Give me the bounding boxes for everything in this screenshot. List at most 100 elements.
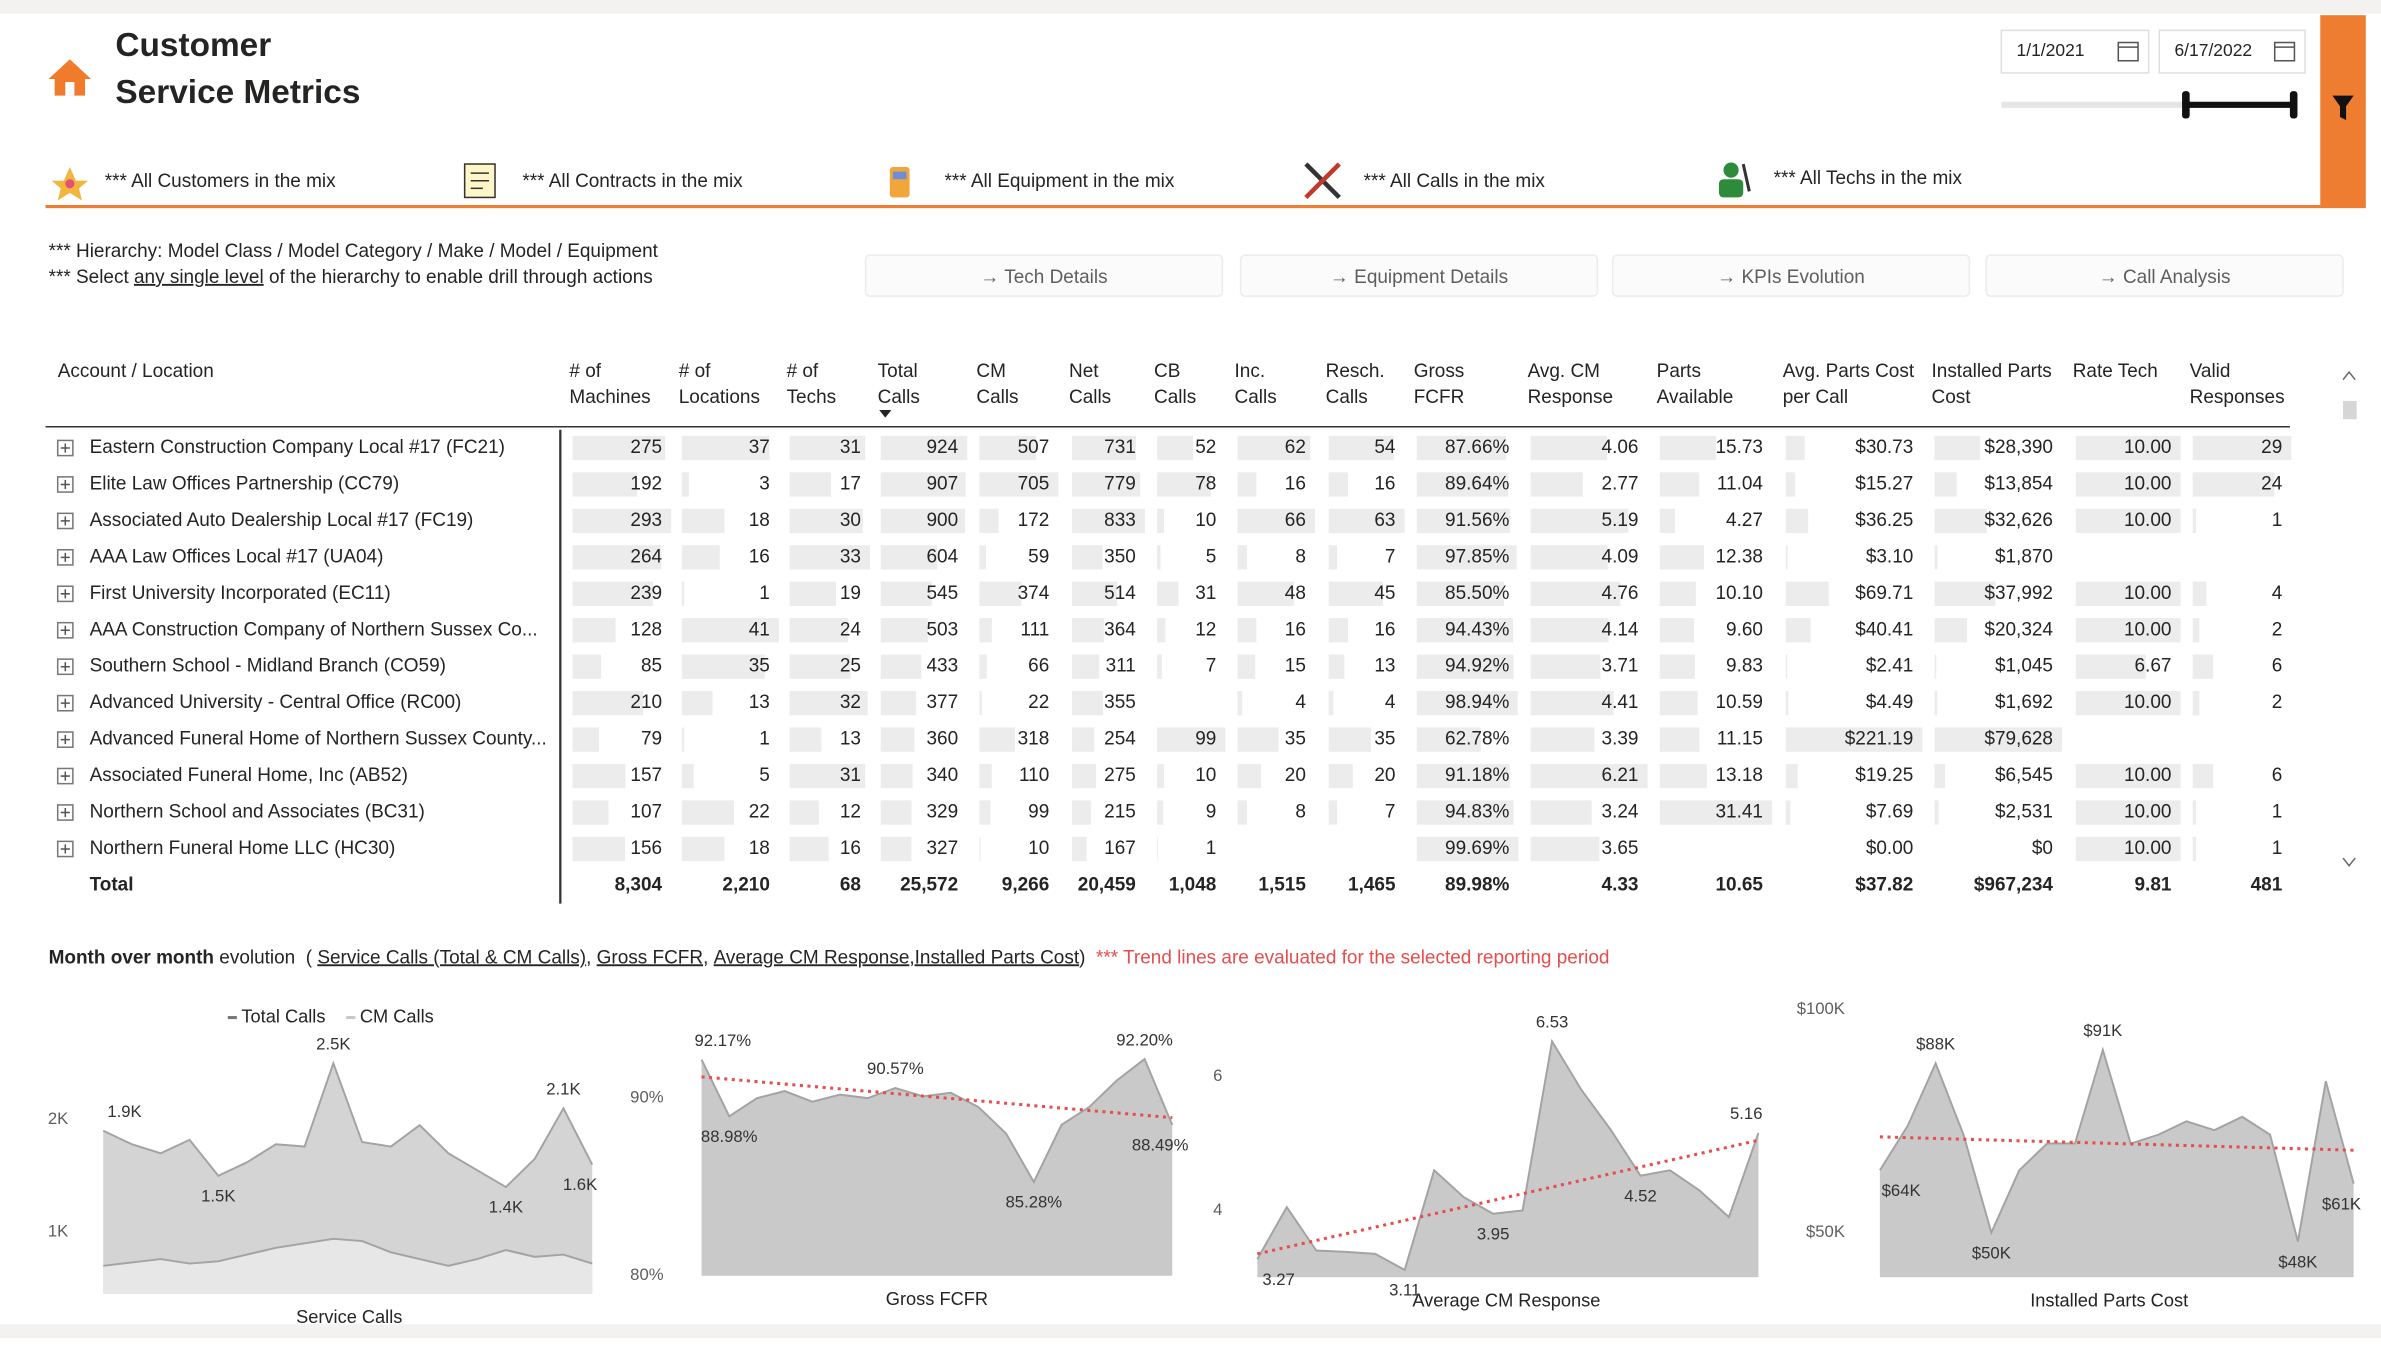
column-header[interactable]: Calls [976,387,1018,408]
cell-value: 10.00 [2124,765,2171,786]
expand-plus[interactable] [60,698,70,708]
expand-plus[interactable] [60,479,70,490]
cell-value: 66 [1028,656,1049,677]
column-header[interactable]: Resch. [1326,361,1385,382]
filter-label[interactable]: *** All Customers in the mix [105,171,336,192]
data-bar [2075,581,2181,606]
filter-label[interactable]: *** All Techs in the mix [1774,168,1963,189]
column-header[interactable]: Calls [1326,387,1368,408]
nav-button-label[interactable]: → Equipment Details [1330,267,1508,288]
expand-plus[interactable] [60,807,70,818]
column-header[interactable]: Avg. CM [1528,361,1600,382]
expand-plus[interactable] [60,552,70,562]
cell-value: 10.00 [2124,838,2171,859]
column-header[interactable]: Avg. Parts Cost [1783,361,1915,382]
cell-value: 3.24 [1602,802,1639,823]
date-start[interactable]: 1/1/2021 [2017,40,2085,60]
sort-indicator[interactable] [879,410,892,418]
data-bar [789,545,871,570]
column-header[interactable]: Gross [1414,361,1465,382]
column-header[interactable]: FCFR [1414,387,1465,408]
column-header[interactable]: Net [1069,361,1099,382]
date-picker[interactable]: 1/1/2021 6/17/2022 [2000,29,2306,74]
link-text[interactable]: Gross FCFR [597,947,703,968]
data-bar [1785,508,1809,534]
cell-value: 91.56% [1445,510,1509,531]
expand-plus[interactable] [60,516,70,526]
calendar-icon[interactable] [2117,41,2139,62]
data-bar [1934,763,1946,789]
area [103,1238,593,1294]
link-text[interactable]: Service Calls (Total & CM Calls) [317,947,586,968]
column-header[interactable]: Responses [2190,387,2285,408]
data-label: $50K [1972,1243,2011,1262]
column-header[interactable]: Parts [1657,361,1701,382]
calendar-icon[interactable] [2273,41,2296,62]
scrollbar[interactable] [2342,370,2357,867]
expand-plus[interactable] [60,589,70,599]
expand-plus[interactable] [60,844,70,854]
date-end[interactable]: 6/17/2022 [2174,40,2252,60]
column-header[interactable]: CB [1154,361,1180,382]
cell-value: 20 [1285,765,1306,786]
column-header[interactable]: Response [1528,387,1613,408]
data-bar [1934,545,1938,570]
column-header[interactable]: Calls [1235,387,1277,408]
nav-button[interactable] [1239,254,1599,297]
nav-button[interactable] [1985,254,2344,297]
column-header[interactable]: Techs [787,387,837,408]
cell-value: 15 [1285,656,1306,677]
column-header[interactable]: # of [787,361,819,382]
nav-button-label[interactable]: → KPIs Evolution [1717,267,1865,288]
filter-label[interactable]: *** All Calls in the mix [1364,171,1546,192]
filter-label[interactable]: *** All Contracts in the mix [522,171,743,192]
legend-label[interactable]: Total Calls [241,1006,325,1026]
date-box[interactable] [2000,29,2150,74]
filter-icon[interactable] [2332,95,2354,120]
filter-label[interactable]: *** All Equipment in the mix [945,171,1175,192]
column-header[interactable]: Available [1657,387,1734,408]
expand-plus[interactable] [60,625,70,635]
column-header[interactable]: # of [679,361,711,382]
x-axis-title: Service Calls [296,1307,402,1327]
column-header[interactable]: Valid [2190,361,2231,382]
column-header[interactable]: Rate Tech [2073,361,2158,382]
cell-value: $6,545 [1995,765,2053,786]
column-header[interactable]: # of [569,361,601,382]
date-box[interactable] [2158,29,2306,74]
column-header[interactable]: Locations [679,387,760,408]
cell-value: 167 [1104,838,1136,859]
column-header[interactable]: Inc. [1235,361,1266,382]
column-header[interactable]: Calls [1069,387,1111,408]
nav-button[interactable] [864,254,1224,297]
column-header[interactable]: per Call [1783,387,1848,408]
expand-plus[interactable] [60,443,70,453]
data-bar [2075,472,2181,497]
link-text[interactable]: Average CM Response [714,947,910,968]
column-header[interactable]: CM [976,361,1005,382]
nav-button-label[interactable]: → Tech Details [980,267,1107,288]
data-label: 3.27 [1262,1270,1294,1289]
link-text[interactable]: Installed Parts Cost [915,947,1080,968]
text-segment: of the hierarchy to enable drill through… [264,267,653,288]
cell-value: 833 [1104,510,1136,531]
column-header[interactable]: Cost [1932,387,1972,408]
column-header[interactable]: Machines [569,387,650,408]
expand-plus[interactable] [60,735,70,745]
nav-button-label[interactable]: → Call Analysis [2099,267,2231,288]
data-bar [1072,508,1145,534]
column-header[interactable]: Calls [878,387,920,408]
data-label: 2.5K [316,1034,350,1053]
nav-button[interactable] [1611,254,1971,297]
link-text[interactable]: , [909,947,914,968]
column-header[interactable]: Installed Parts [1932,361,2052,382]
data-bar [1659,691,1698,716]
column-header[interactable]: Total [878,361,918,382]
y-tick-label: 1K [48,1221,68,1240]
legend-label[interactable]: CM Calls [360,1006,434,1026]
link-text[interactable]: any single level [134,267,264,288]
expand-plus[interactable] [60,771,70,781]
column-header[interactable]: Calls [1154,387,1196,408]
date-slider[interactable] [2001,91,2298,119]
expand-plus[interactable] [60,662,70,672]
